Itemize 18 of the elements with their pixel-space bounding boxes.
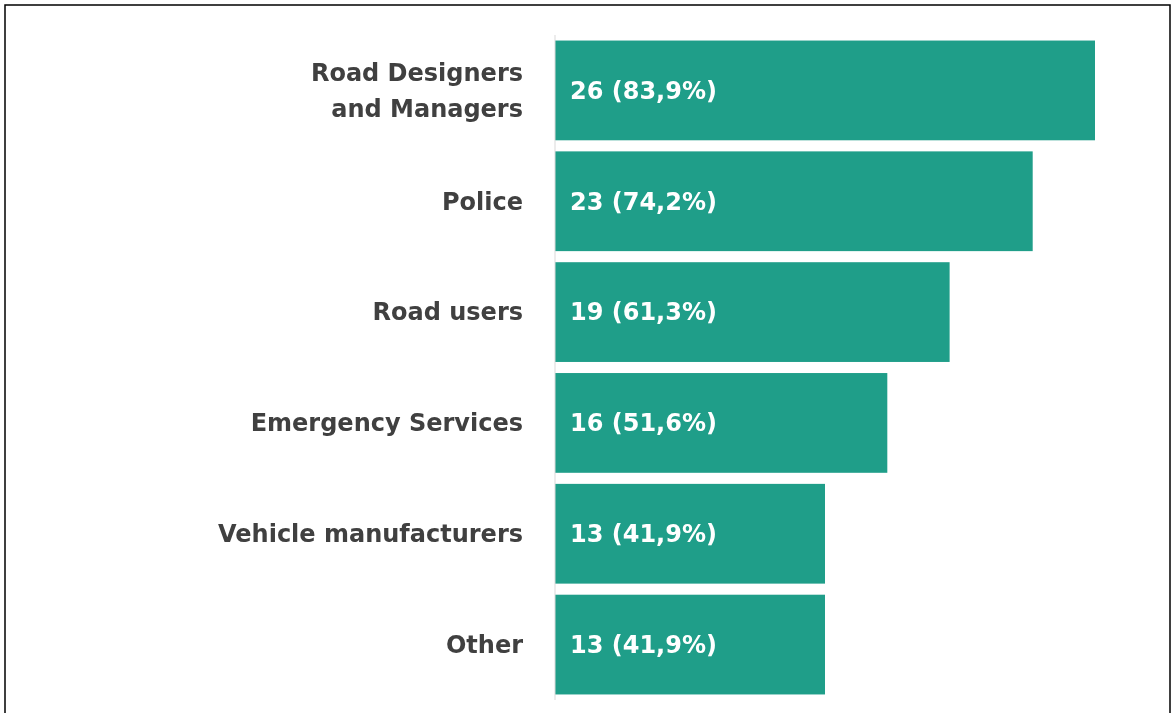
- data-label: 16 (51,6%): [570, 409, 717, 438]
- bar: [555, 483, 825, 584]
- data-label: 13 (41,9%): [570, 630, 717, 659]
- bar: [555, 262, 950, 362]
- y-tick-label: Other: [445, 630, 524, 659]
- y-tick-label: Emergency Services: [250, 409, 523, 438]
- y-tick-label: Vehicle manufacturers: [218, 520, 523, 549]
- y-tick-label: Road Designers and Managers: [310, 58, 523, 123]
- bar: [555, 373, 888, 473]
- data-label: 26 (83,9%): [570, 76, 717, 105]
- bar: [555, 594, 825, 695]
- data-label: 19 (61,3%): [570, 298, 717, 327]
- data-label: 23 (74,2%): [570, 187, 717, 216]
- y-tick-label: Road users: [372, 298, 523, 327]
- bar: [555, 151, 1033, 252]
- data-label: 13 (41,9%): [570, 520, 717, 549]
- y-tick-label: Police: [441, 187, 523, 216]
- bar: [555, 40, 1095, 141]
